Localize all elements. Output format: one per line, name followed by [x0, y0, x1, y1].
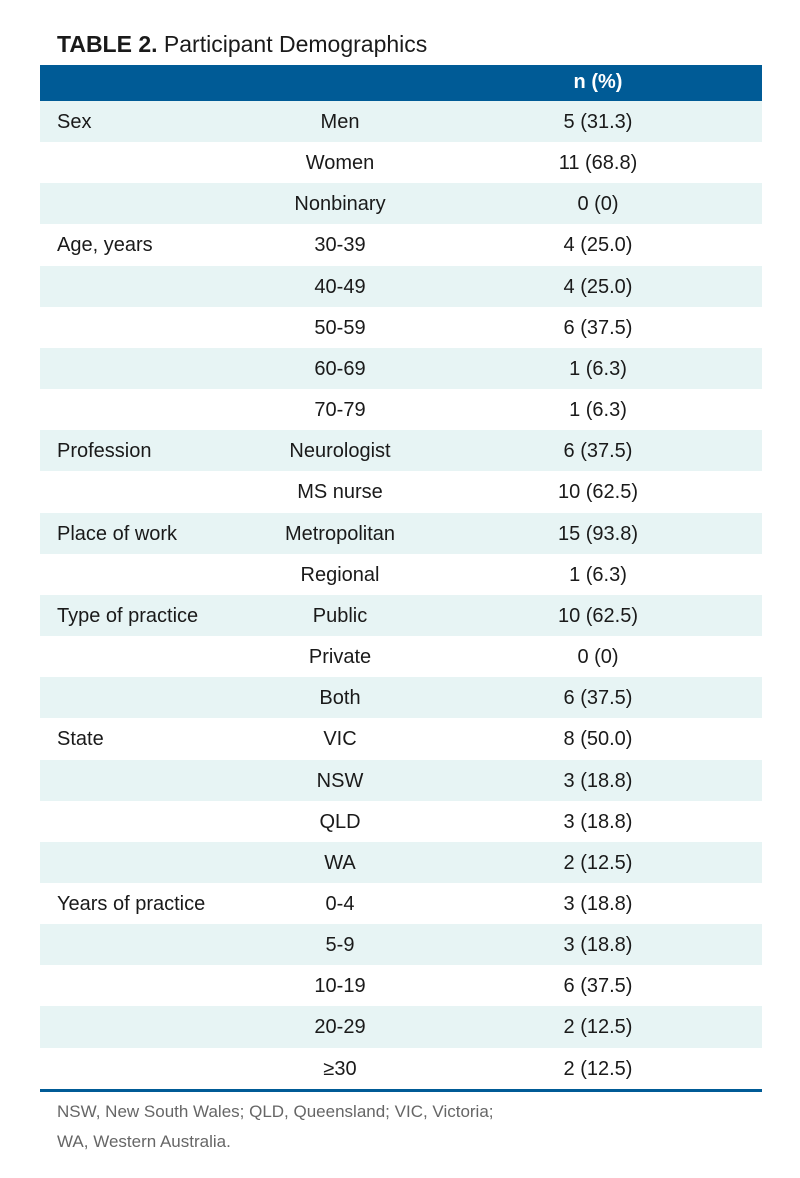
table-row: 70-79 1 (6.3): [40, 389, 762, 430]
count-cell: 0 (0): [577, 193, 619, 216]
item-cell: 60-69: [314, 357, 366, 380]
count-cell: 6 (37.5): [563, 316, 633, 339]
table-row: Women 11 (68.8): [40, 142, 762, 183]
count-cell: 10 (62.5): [557, 481, 639, 504]
count-cell: 4 (25.0): [563, 275, 633, 298]
count-cell: 3 (18.8): [563, 769, 633, 792]
count-cell: 4 (25.0): [563, 234, 633, 257]
count-cell: 1 (6.3): [569, 399, 627, 422]
item-cell: 5-9: [325, 934, 355, 957]
table-row: Regional 1 (6.3): [40, 554, 762, 595]
table-row: State VIC 8 (50.0): [40, 718, 762, 759]
item-cell: QLD: [319, 810, 361, 833]
item-cell: 50-59: [314, 316, 366, 339]
table-row: ≥30 2 (12.5): [40, 1048, 762, 1089]
item-cell: 70-79: [314, 399, 366, 422]
table-row: Private 0 (0): [40, 636, 762, 677]
table-row: Sex Men 5 (31.3): [40, 101, 762, 143]
count-cell: 2 (12.5): [563, 1016, 633, 1039]
count-cell: 3 (18.8): [563, 892, 633, 915]
table-row: 20-29 2 (12.5): [40, 1006, 762, 1048]
item-cell: 20-29: [314, 1016, 366, 1039]
item-cell: Metropolitan: [284, 522, 396, 545]
item-cell: Women: [305, 152, 375, 175]
group-cell: Years of practice: [57, 892, 206, 915]
table-row: Place of work Metropolitan 15 (93.8): [40, 512, 762, 554]
count-cell: 15 (93.8): [557, 522, 639, 545]
count-cell: 1 (6.3): [569, 563, 627, 586]
count-cell: 1 (6.3): [569, 357, 627, 380]
table-row: Both 6 (37.5): [40, 677, 762, 719]
header-bar: n (%): [40, 65, 762, 101]
table-row: QLD 3 (18.8): [40, 801, 762, 842]
count-cell: 6 (37.5): [563, 687, 633, 710]
count-cell: 6 (37.5): [563, 975, 633, 998]
group-cell: Age, years: [57, 234, 153, 257]
count-cell: 0 (0): [577, 646, 619, 669]
table-row: WA 2 (12.5): [40, 841, 762, 883]
group-cell: State: [57, 728, 104, 751]
item-cell: MS nurse: [297, 481, 383, 504]
item-cell: ≥30: [323, 1057, 357, 1080]
group-cell: Profession: [57, 440, 152, 463]
count-cell: 6 (37.5): [563, 440, 633, 463]
count-cell: 3 (18.8): [563, 934, 633, 957]
group-cell: Place of work: [57, 522, 178, 545]
item-cell: Public: [312, 604, 368, 627]
item-cell: Regional: [300, 563, 380, 586]
table-row: Nonbinary 0 (0): [40, 183, 762, 225]
item-cell: 40-49: [314, 275, 366, 298]
item-cell: 30-39: [314, 234, 366, 257]
item-cell: 0-4: [325, 892, 355, 915]
table-row: MS nurse 10 (62.5): [40, 471, 762, 512]
count-cell: 2 (12.5): [563, 1057, 633, 1080]
footnote: WA, Western Australia.: [57, 1132, 231, 1151]
table-body: Sex Men 5 (31.3) Women 11 (68.8) Nonbinary 0 (…: [40, 101, 762, 1089]
table-caption: Participant Demographics: [163, 31, 428, 57]
item-cell: Both: [319, 687, 361, 710]
bottom-rule: [40, 1089, 762, 1092]
table-row: NSW 3 (18.8): [40, 759, 762, 801]
count-cell: 5 (31.3): [563, 111, 633, 133]
count-cell: 3 (18.8): [563, 810, 633, 833]
table-row: 40-49 4 (25.0): [40, 265, 762, 307]
table-row: Profession Neurologist 6 (37.5): [40, 430, 762, 472]
table-row: 10-19 6 (37.5): [40, 965, 762, 1006]
table-row: Years of practice 0-4 3 (18.8): [40, 883, 762, 924]
item-cell: NSW: [316, 769, 364, 792]
header-cell: n (%): [573, 71, 623, 93]
item-cell: Men: [320, 111, 360, 133]
item-cell: VIC: [323, 728, 357, 751]
table-row: Type of practice Public 10 (62.5): [40, 594, 762, 637]
count-cell: 2 (12.5): [563, 851, 633, 874]
table-row: 5-9 3 (18.8): [40, 924, 762, 966]
count-cell: 11 (68.8): [558, 152, 638, 175]
table-row: Age, years 30-39 4 (25.0): [40, 224, 762, 265]
item-cell: Neurologist: [289, 440, 391, 463]
item-cell: WA: [324, 851, 356, 874]
item-cell: 10-19: [314, 975, 366, 998]
table-row: 50-59 6 (37.5): [40, 307, 762, 348]
footnote: NSW, New South Wales; QLD, Queensland; V…: [57, 1102, 494, 1121]
table-row: 60-69 1 (6.3): [40, 347, 762, 390]
table-title: TABLE 2. Participant Demographics: [57, 31, 427, 58]
group-cell: Type of practice: [57, 604, 199, 627]
count-cell: 8 (50.0): [563, 728, 633, 751]
group-cell: Sex: [57, 111, 92, 133]
item-cell: Private: [308, 646, 372, 669]
count-cell: 10 (62.5): [557, 604, 639, 627]
item-cell: Nonbinary: [294, 193, 386, 216]
table-label: TABLE 2.: [57, 31, 158, 57]
